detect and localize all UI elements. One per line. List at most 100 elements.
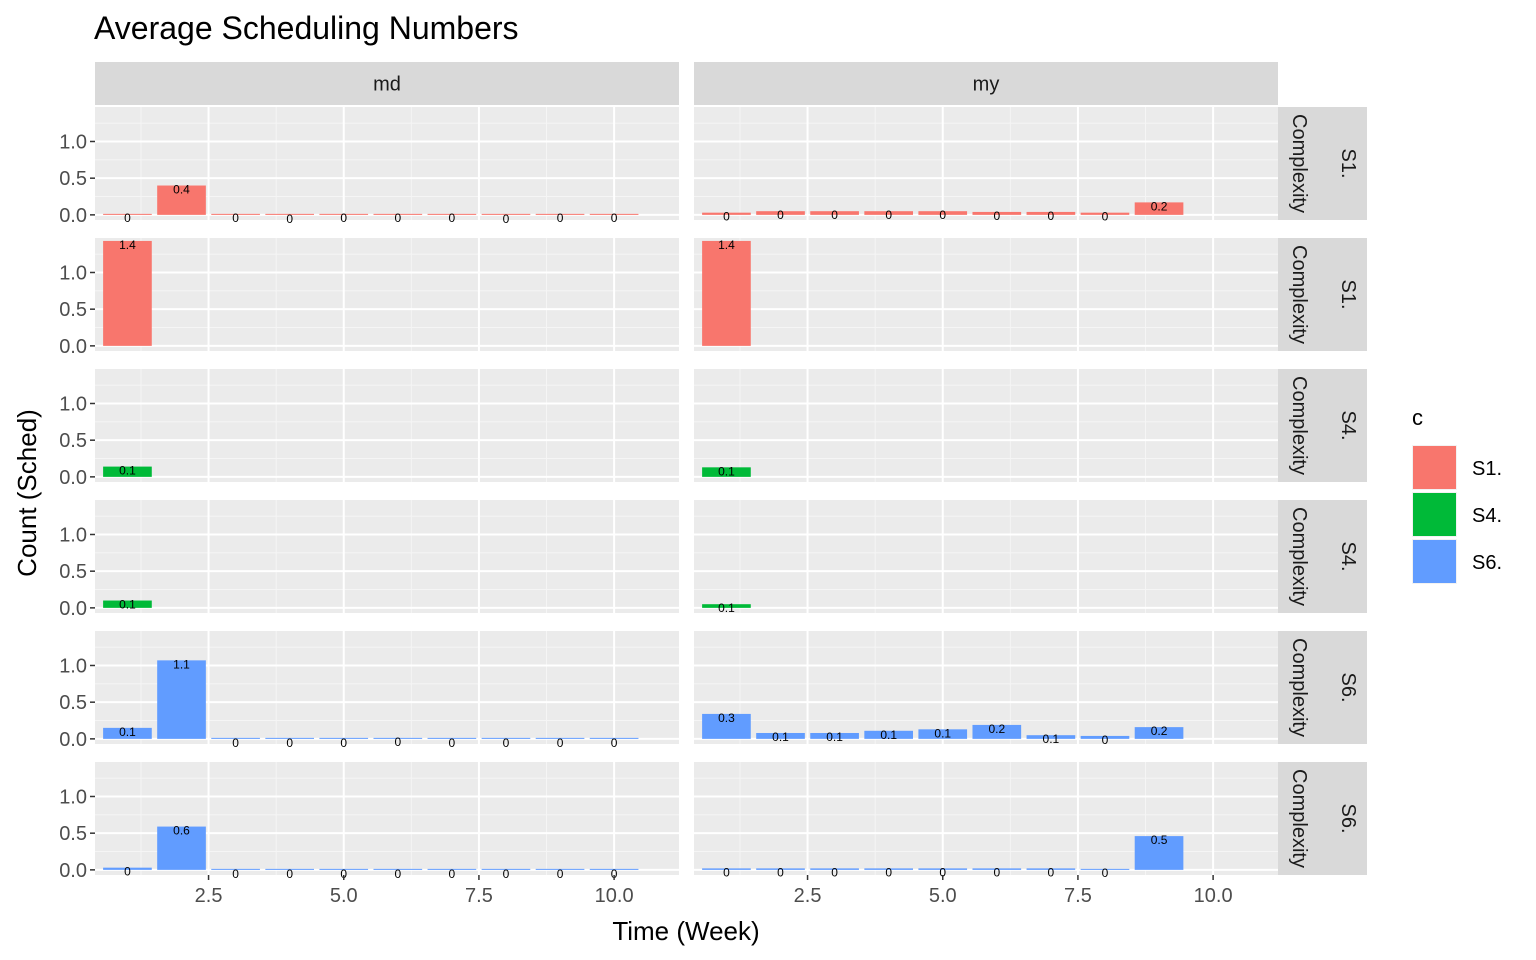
row-strip-bg xyxy=(1278,238,1367,351)
bar xyxy=(373,737,423,739)
bar-data-label: 0.1 xyxy=(119,725,136,739)
bar-data-label: 0 xyxy=(557,211,564,225)
bar-data-label: 0 xyxy=(503,736,510,750)
bar xyxy=(864,211,913,215)
bar xyxy=(810,211,859,215)
bar-data-label: 0.4 xyxy=(173,183,190,197)
panels: 00.40 0 0 0 0 0 0 0 0 0 0 0 0 0 0 00.21.4 1.40.1 0.10.1 0.… xyxy=(95,107,1278,881)
bar-data-label: 0.1 xyxy=(880,728,897,742)
bar-data-label: 0 xyxy=(124,865,131,879)
bar-data-label: 0 xyxy=(394,867,401,881)
y-tick-label: 0.5 xyxy=(59,168,87,190)
y-axis-title: Count (Sched) xyxy=(12,409,42,577)
bar xyxy=(972,724,1022,739)
bar-data-label: 0 xyxy=(1048,209,1055,223)
bar xyxy=(702,868,751,870)
bar xyxy=(864,730,913,739)
column-strip-label: my xyxy=(973,74,1000,96)
bar xyxy=(756,868,805,870)
panel-background xyxy=(694,238,1278,351)
bar xyxy=(427,213,477,215)
row-strips: Complexity S1.Complexity S1.Complexity S4.C… xyxy=(1278,107,1367,875)
y-tick-label: 0.0 xyxy=(59,860,87,882)
x-tick-label: 5.0 xyxy=(929,885,957,907)
bar xyxy=(481,868,531,870)
row-strip-label: S6. xyxy=(1337,803,1359,833)
y-tick-label: 0.0 xyxy=(59,598,87,620)
bar xyxy=(702,240,751,346)
panel-background xyxy=(95,500,679,613)
bars-0-1: 0 0 0 0 0 0 0 0 0.2 xyxy=(702,199,1184,224)
y-tick-label: 0.5 xyxy=(59,561,87,583)
bar-data-label: 0 xyxy=(831,208,838,222)
panel-5-1 xyxy=(694,762,1278,875)
bars-1-0: 1.4 xyxy=(103,238,152,346)
column-strip-label: md xyxy=(373,74,401,96)
bar xyxy=(589,213,639,215)
y-axes: 0.0 0.5 1.0 0.0 0.5 1.0 0.0 0.5 1.0 0.0 0.5 1.0 0.0 0… xyxy=(59,131,95,882)
panel-background xyxy=(95,238,679,351)
bar xyxy=(589,737,639,739)
bar xyxy=(1134,836,1184,870)
x-tick-label: 2.5 xyxy=(195,885,223,907)
bar xyxy=(427,737,477,739)
y-tick-label: 0.5 xyxy=(59,692,87,714)
bar xyxy=(103,727,152,739)
row-strip-label: S4. xyxy=(1337,541,1359,571)
bar-data-label: 0 xyxy=(777,865,784,879)
row-strip-bg xyxy=(1278,369,1367,482)
bar-data-label: 0 xyxy=(885,208,892,222)
row-strip-label: Complexity xyxy=(1288,114,1310,213)
panel-background xyxy=(694,107,1278,220)
bars-2-0: 0.1 xyxy=(103,464,152,478)
bar-data-label: 0 xyxy=(232,867,239,881)
bar xyxy=(535,213,585,215)
panel-background xyxy=(694,369,1278,482)
bar-data-label: 0 xyxy=(286,212,293,226)
bars-2-1: 0.1 xyxy=(702,464,751,478)
row-strip-text-group: Complexity S1. xyxy=(1288,114,1359,213)
x-tick-label: 10.0 xyxy=(595,885,634,907)
bar xyxy=(1134,202,1184,215)
legend-key-swatch xyxy=(1413,446,1456,489)
panel-3-0 xyxy=(95,500,679,613)
panel-2-0 xyxy=(95,369,679,482)
bar-data-label: 0 xyxy=(1102,866,1109,880)
row-strip-text-group: Complexity S6. xyxy=(1288,769,1359,868)
row-strip-bg xyxy=(1278,107,1367,220)
bar xyxy=(265,868,314,870)
bar-data-label: 0 xyxy=(993,209,1000,223)
bar-data-label: 0 xyxy=(939,208,946,222)
x-axes: 2.5 5.0 7.5 10.0 2.5 5.0 7.5 10.0 xyxy=(195,875,1233,907)
panel-background xyxy=(95,369,679,482)
y-tick-label: 1.0 xyxy=(59,786,87,808)
bar-data-label: 0.5 xyxy=(1151,833,1168,847)
bar xyxy=(103,600,152,608)
bar-data-label: 0.6 xyxy=(173,824,190,838)
bar-data-label: 0 xyxy=(611,736,618,750)
bar-data-label: 0 xyxy=(340,867,347,881)
legend-label: S4. xyxy=(1472,505,1502,527)
bar-data-label: 0.1 xyxy=(772,730,789,744)
bar xyxy=(481,213,531,215)
bar-data-label: 0 xyxy=(611,211,618,225)
bar xyxy=(373,868,423,870)
row-strip-label: Complexity xyxy=(1288,376,1310,475)
bar-data-label: 0 xyxy=(723,865,730,879)
bar-data-label: 0 xyxy=(503,212,510,226)
bar xyxy=(265,737,314,739)
bar-data-label: 0 xyxy=(124,211,131,225)
y-tick-label: 0.0 xyxy=(59,336,87,358)
bar xyxy=(702,604,751,608)
legend-label: S6. xyxy=(1472,552,1502,574)
bar xyxy=(1080,735,1130,739)
y-tick-label: 1.0 xyxy=(59,262,87,284)
panel-1-0 xyxy=(95,238,679,351)
bar-data-label: 0 xyxy=(286,867,293,881)
y-tick-label: 0.0 xyxy=(59,205,87,227)
y-tick-label: 1.0 xyxy=(59,393,87,415)
bar-data-label: 0 xyxy=(1102,210,1109,224)
row-strip-label: Complexity xyxy=(1288,638,1310,737)
bar-data-label: 0.1 xyxy=(718,464,735,478)
